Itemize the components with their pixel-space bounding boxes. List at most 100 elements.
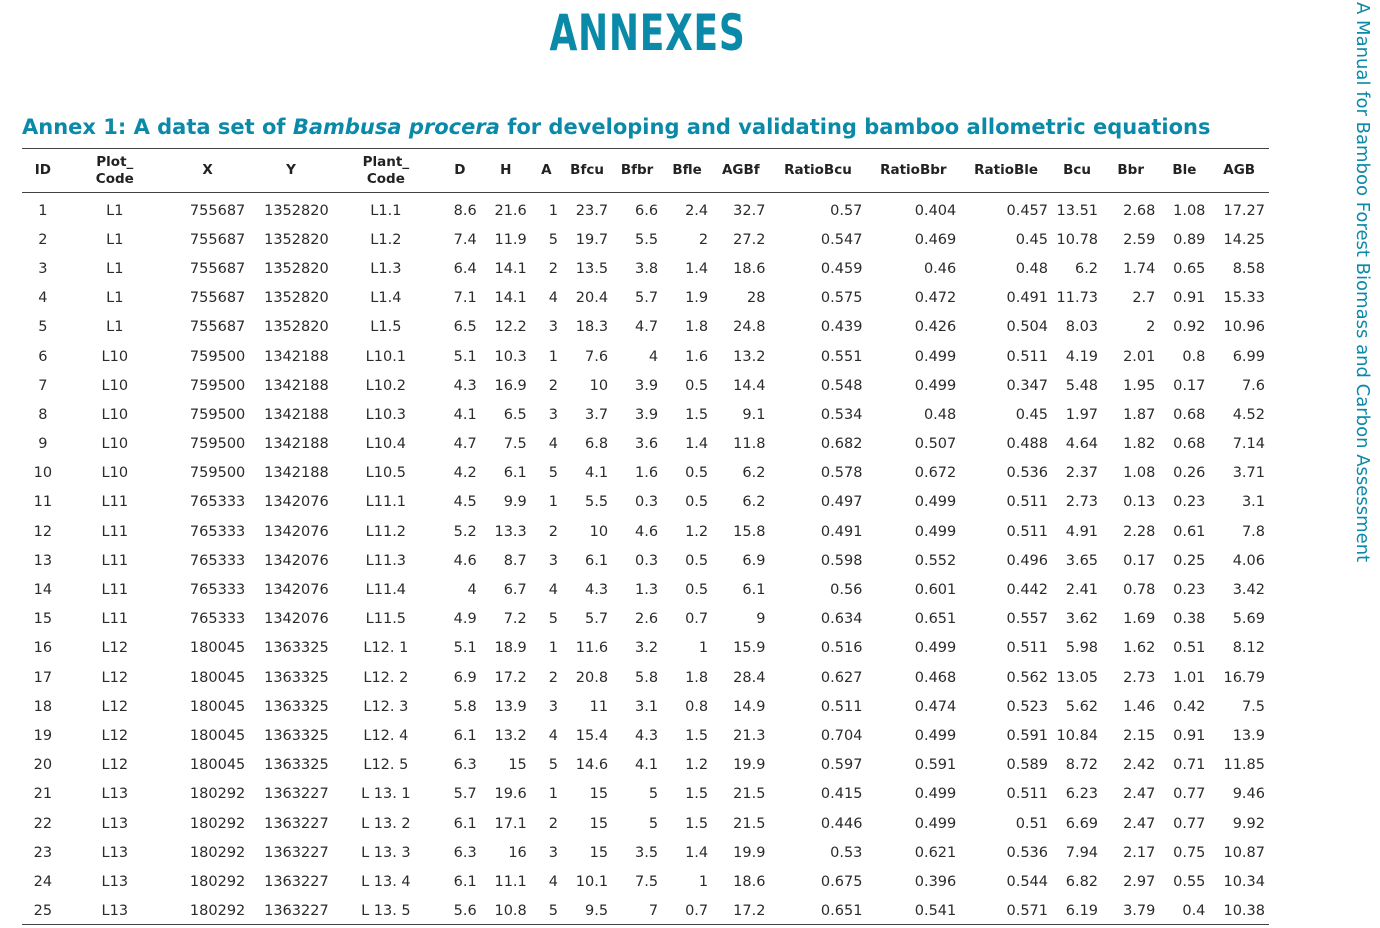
table-cell: 2 <box>548 669 559 686</box>
table-row: 12 L11 765333 1342076 L11.2 5.2 13.3 2 10 4.6 1.2 1… <box>22 517 1269 546</box>
table-cell: 0.3 <box>635 494 659 511</box>
table-cell: 1342076 <box>264 611 329 628</box>
table-cell: 755687 <box>189 290 246 307</box>
table-cell: 5.6 <box>453 903 477 920</box>
table-cell: 0.499 <box>914 494 957 511</box>
table-cell: 19.7 <box>575 231 609 248</box>
table-cell: 765333 <box>189 552 246 569</box>
table-cell: 23.7 <box>575 202 609 219</box>
table-cell: 0.8 <box>1182 348 1206 365</box>
table-cell: 0.4 <box>1182 903 1206 920</box>
table-cell: 755687 <box>189 260 246 277</box>
table-cell: 1342188 <box>264 348 329 365</box>
table-cell: 0.552 <box>914 552 957 569</box>
table-cell: 5.7 <box>635 290 659 307</box>
table-cell: 0.5 <box>685 494 709 511</box>
table-cell: 8.7 <box>503 552 527 569</box>
table-cell: L 13. 5 <box>361 903 411 920</box>
table-cell: 3 <box>548 698 559 715</box>
column-header: Ble <box>1159 148 1210 193</box>
column-header-line1: H <box>500 162 512 178</box>
table-cell: 19.9 <box>733 844 766 861</box>
table-cell: 5 <box>648 786 659 803</box>
table-cell: 21 <box>33 786 53 803</box>
table-cell: 4.3 <box>635 727 659 744</box>
table-cell: 6.1 <box>585 552 609 569</box>
table-cell: 21.6 <box>494 202 527 219</box>
table-cell: 10.38 <box>1223 903 1265 920</box>
table-cell: 6.82 <box>1065 873 1099 890</box>
table-cell: 5 <box>38 319 48 336</box>
table-cell: 6.1 <box>453 873 477 890</box>
table-cell: 0.578 <box>820 465 863 482</box>
column-header-line1: ID <box>34 162 51 178</box>
table-row: 22 L13 180292 1363227 L 13. 2 6.1 17.1 2 15 5 1.5 2… <box>22 809 1269 838</box>
column-header-line1: A <box>541 162 552 178</box>
table-cell: 0.3 <box>635 552 659 569</box>
table-cell: 5.1 <box>453 640 477 657</box>
table-cell: 2.97 <box>1123 873 1156 890</box>
table-cell: 0.5 <box>685 552 709 569</box>
table-cell: 2.41 <box>1065 582 1099 599</box>
table-cell: 9.92 <box>1232 815 1265 832</box>
table-cell: 0.17 <box>1173 377 1206 394</box>
table-cell: 2 <box>548 523 559 540</box>
table-cell: 0.53 <box>830 844 863 861</box>
table-cell: 759500 <box>189 406 246 423</box>
table-cell: 0.562 <box>1006 669 1048 686</box>
table-cell: L12. 2 <box>363 669 409 686</box>
table-cell: 15 <box>508 757 527 774</box>
table-cell: 4.1 <box>635 757 659 774</box>
table-cell: 4 <box>548 582 559 599</box>
table-cell: 18.6 <box>733 260 766 277</box>
table-cell: 7.5 <box>503 436 527 453</box>
table-cell: 0.474 <box>914 698 957 715</box>
table-cell: 0.672 <box>914 465 957 482</box>
table-cell: 3.62 <box>1065 611 1099 628</box>
table-cell: 3 <box>548 552 559 569</box>
table-cell: 0.598 <box>820 552 863 569</box>
table-cell: 0.55 <box>1173 873 1206 890</box>
table-cell: 10.34 <box>1223 873 1265 890</box>
table-cell: 0.511 <box>1006 786 1048 803</box>
table-cell: 3.7 <box>585 406 609 423</box>
table-cell: 0.491 <box>1006 290 1048 307</box>
table-cell: 13.05 <box>1056 669 1099 686</box>
table-cell: 3.65 <box>1065 552 1099 569</box>
table-cell: 0.472 <box>914 290 957 307</box>
table-cell: 32.7 <box>733 202 766 219</box>
table-cell: 21.5 <box>733 786 766 803</box>
table-cell: L10 <box>101 406 129 423</box>
table-cell: 13 <box>33 552 53 569</box>
column-header: Plot_ Code <box>63 148 166 193</box>
table-row: 19 L12 180045 1363325 L12. 4 6.1 13.2 4 15.4 4.3 1… <box>22 721 1269 750</box>
table-cell: 5.7 <box>453 786 477 803</box>
table-cell: 0.56 <box>830 582 863 599</box>
table-cell: 1342188 <box>264 436 329 453</box>
table-cell: 1363227 <box>264 815 329 832</box>
table-cell: 0.92 <box>1173 319 1206 336</box>
column-header-line1: RatioBle <box>974 162 1039 178</box>
table-cell: 0.23 <box>1173 494 1206 511</box>
table-cell: 0.497 <box>820 494 863 511</box>
table-cell: L1.2 <box>370 231 402 248</box>
column-header: Y <box>249 148 333 193</box>
table-cell: 1.4 <box>685 260 709 277</box>
column-header-line1: RatioBcu <box>784 162 852 178</box>
table-cell: 7.4 <box>453 231 477 248</box>
table-cell: 6.3 <box>453 757 477 774</box>
table-cell: 15.4 <box>575 727 609 744</box>
table-cell: 1 <box>698 640 709 657</box>
table-cell: 0.551 <box>820 348 863 365</box>
table-cell: 1342076 <box>264 582 329 599</box>
table-cell: 1 <box>548 494 559 511</box>
table-cell: L13 <box>101 903 129 920</box>
table-cell: 755687 <box>189 319 246 336</box>
table-cell: 8.03 <box>1065 319 1099 336</box>
table-cell: L12 <box>101 698 129 715</box>
table-cell: 4.1 <box>585 465 609 482</box>
column-header: D <box>439 148 481 193</box>
table-cell: 0.675 <box>820 873 863 890</box>
table-cell: 3.6 <box>635 436 659 453</box>
table-cell: 3.42 <box>1232 582 1265 599</box>
